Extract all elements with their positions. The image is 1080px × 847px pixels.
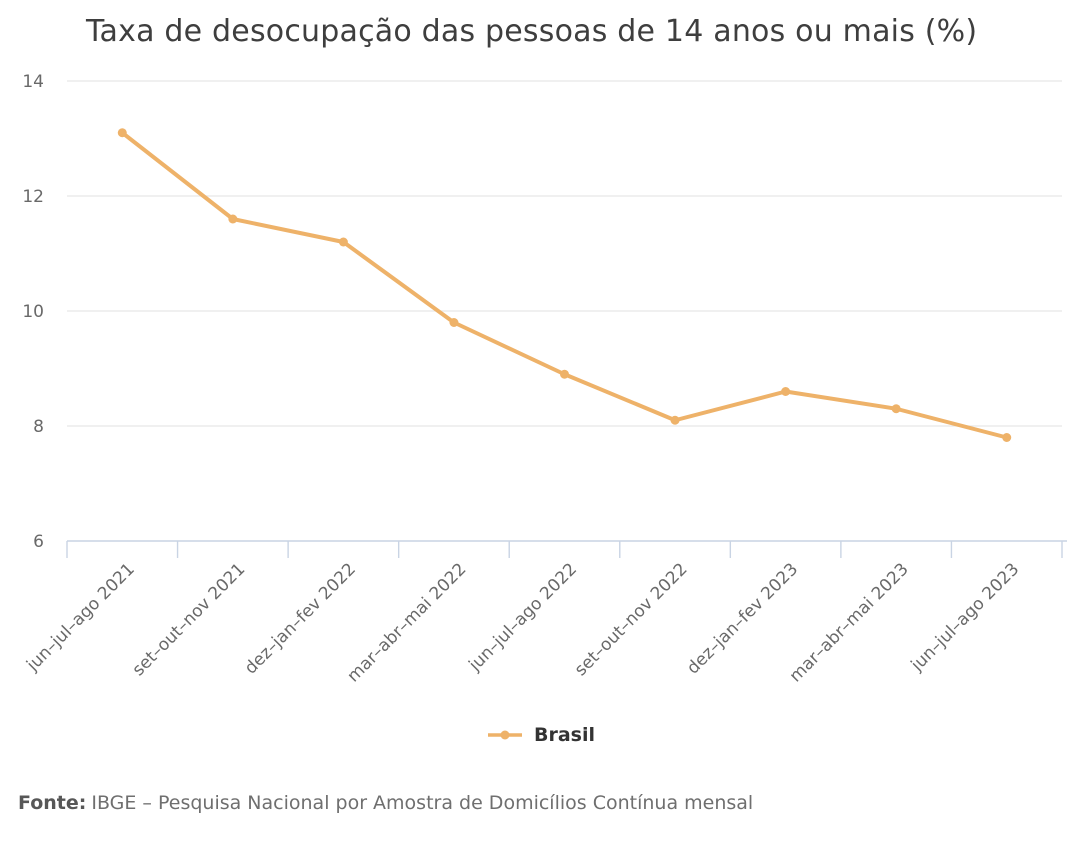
source-note-label: Fonte: <box>18 792 87 814</box>
x-tick-label: dez–jan–fev 2023 <box>683 559 802 678</box>
y-tick-label: 12 <box>22 187 44 207</box>
data-point-brasil-6[interactable] <box>781 387 791 396</box>
x-tick-label: jun–jul–ago 2021 <box>22 559 139 676</box>
legend-item-brasil[interactable]: Brasil <box>485 724 595 746</box>
y-tick-label: 8 <box>33 417 44 437</box>
data-point-brasil-3[interactable] <box>449 318 459 327</box>
x-tick-label: set–out–nov 2022 <box>571 559 692 680</box>
x-tick-label: set–out–nov 2021 <box>129 559 250 680</box>
source-note-text: IBGE – Pesquisa Nacional por Amostra de … <box>91 792 754 814</box>
legend-line-marker-icon <box>487 730 522 740</box>
series-line-brasil <box>120 130 1009 440</box>
legend-series-label: Brasil <box>533 724 595 746</box>
x-tick-label: jun–jul–ago 2022 <box>465 559 582 676</box>
y-tick-label: 14 <box>22 72 44 92</box>
legend: Brasil <box>0 724 1080 746</box>
x-tick-label: mar–abr–mai 2023 <box>786 559 913 686</box>
data-point-brasil-2[interactable] <box>338 237 348 247</box>
data-point-brasil-1[interactable] <box>228 214 238 224</box>
data-point-brasil-5[interactable] <box>670 415 680 425</box>
x-tick-label: mar–abr–mai 2022 <box>344 559 471 686</box>
data-point-brasil-7[interactable] <box>891 404 901 414</box>
y-tick-label: 6 <box>33 532 44 552</box>
data-point-brasil-4[interactable] <box>560 369 569 379</box>
data-point-brasil-0[interactable] <box>117 128 127 138</box>
x-tick-label: jun–jul–ago 2023 <box>907 559 1024 676</box>
x-tick-label: dez–jan–fev 2022 <box>241 559 360 678</box>
chart-title: Taxa de desocupação das pessoas de 14 an… <box>86 14 978 49</box>
y-tick-label: 10 <box>22 302 44 322</box>
data-point-brasil-8[interactable] <box>1002 433 1012 442</box>
source-note: Fonte: IBGE – Pesquisa Nacional por Amost… <box>18 792 753 814</box>
